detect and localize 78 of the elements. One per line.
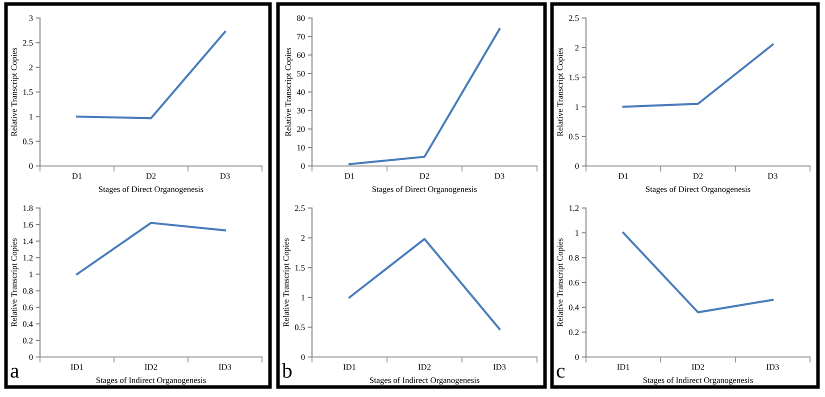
x-tick-label: ID1 [617, 364, 630, 370]
y-tick-label: 1.2 [23, 255, 33, 261]
y-tick-label: 2 [301, 235, 305, 241]
x-tick-label: D3 [220, 173, 230, 179]
x-tick-label: ID2 [692, 364, 704, 370]
y-tick-label: 10 [297, 144, 305, 150]
y-tick-label: 0 [575, 354, 579, 360]
y-tick-label: 0.6 [22, 304, 33, 310]
y-tick-label: 1 [30, 114, 33, 120]
y-tick-label: 0.5 [568, 134, 579, 140]
y-tick-label: 0 [301, 163, 305, 169]
y-tick-label: 0.2 [22, 338, 33, 344]
y-axis-title: Relative Transcript Copies [10, 238, 18, 327]
y-tick-label: 2.5 [23, 40, 33, 46]
y-tick-label: 1 [576, 104, 579, 110]
y-axis-title: Relative Transcript Copies [282, 238, 290, 327]
y-tick-label: 20 [297, 126, 305, 132]
x-tick-label: D3 [768, 173, 778, 179]
y-tick-label: 1.2 [569, 205, 579, 212]
y-tick-label: 80 [297, 15, 305, 21]
x-tick-label: ID3 [766, 364, 779, 370]
y-tick-label: 70 [297, 34, 305, 40]
y-tick-label: 0.8 [22, 288, 33, 294]
x-axis-title: Stages of Indirect Organogenesis [370, 377, 480, 385]
y-tick-label: 30 [297, 108, 305, 114]
x-tick-label: ID3 [218, 364, 232, 370]
x-tick-label: D2 [693, 173, 703, 179]
y-tick-label: 0 [301, 354, 305, 360]
x-tick-label: ID1 [343, 364, 356, 370]
y-tick-label: 0 [29, 354, 33, 360]
y-tick-label: 2.5 [569, 15, 579, 22]
x-axis-title: Stages of Indirect Organogenesis [643, 377, 753, 385]
y-tick-label: 1 [576, 230, 579, 236]
x-tick-label: D3 [494, 173, 504, 179]
y-axis-title: Relative Transcript Copies [556, 48, 564, 136]
y-tick-label: 0.2 [568, 330, 579, 336]
y-tick-label: 50 [297, 70, 305, 76]
y-tick-label: 1.8 [23, 205, 33, 212]
text: c [556, 368, 565, 378]
y-tick-label: 3 [29, 15, 33, 21]
y-tick-label: 1.6 [23, 222, 33, 228]
x-tick-label: ID2 [418, 364, 431, 370]
x-axis-title: Stages of Direct Organogenesis [372, 186, 477, 194]
x-tick-label: D1 [72, 173, 82, 179]
y-axis-title: Relative Transcript Copies [285, 48, 293, 136]
y-tick-label: 0 [29, 163, 33, 169]
x-tick-label: D2 [420, 173, 430, 179]
x-tick-label: D1 [344, 173, 354, 179]
y-tick-label: 60 [297, 52, 305, 58]
x-tick-label: D1 [618, 173, 628, 179]
x-tick-label: D2 [146, 173, 156, 179]
y-tick-label: 0.4 [22, 321, 33, 327]
y-tick-label: 1 [302, 294, 305, 300]
y-axis-title: Relative Transcript Copies [10, 48, 18, 136]
y-tick-label: 1.5 [23, 89, 33, 96]
y-tick-label: 0.5 [22, 138, 33, 144]
x-tick-label: ID1 [70, 364, 83, 370]
y-tick-label: 40 [296, 89, 305, 95]
y-tick-label: 1.5 [295, 264, 305, 271]
y-tick-label: 0.5 [294, 324, 305, 330]
y-tick-label: 2.5 [295, 205, 305, 212]
text: a [10, 368, 19, 378]
x-axis-title: Stages of Direct Organogenesis [98, 186, 204, 194]
x-tick-label: ID2 [144, 364, 158, 370]
y-tick-label: 1 [30, 272, 33, 278]
y-tick-label: 1.5 [569, 74, 579, 80]
x-tick-label: ID3 [493, 364, 506, 370]
y-tick-label: 0.6 [568, 280, 579, 286]
y-tick-label: 2 [575, 44, 579, 50]
y-tick-label: 0.8 [568, 255, 579, 261]
y-tick-label: 0 [575, 163, 579, 169]
y-tick-label: 0.4 [568, 304, 579, 310]
y-axis-title: Relative Transcript Copies [556, 238, 564, 327]
x-axis-title: Stages of Direct Organogenesis [646, 186, 750, 194]
x-axis-title: Stages of Indirect Organogenesis [96, 377, 206, 385]
y-tick-label: 1.4 [23, 238, 33, 244]
y-tick-label: 2 [29, 64, 33, 70]
text: b [282, 363, 292, 378]
